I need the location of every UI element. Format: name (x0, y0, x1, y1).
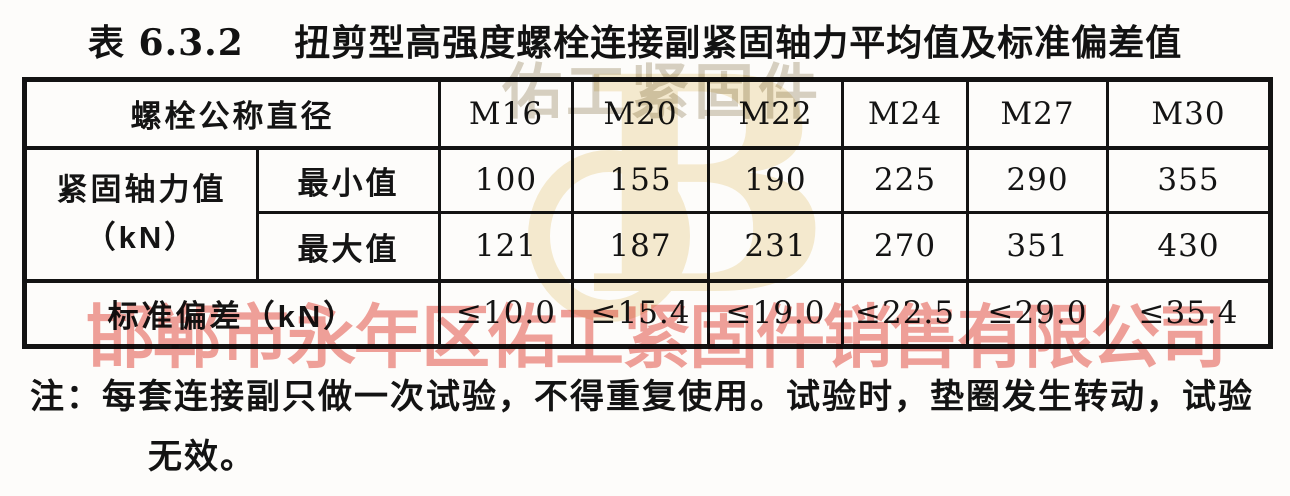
row-label-axial-force: 紧固轴力值 （kN） (23, 146, 259, 282)
cell-std-m22: ≤19.0 (707, 278, 844, 348)
cell-std-m27: ≤29.0 (966, 278, 1109, 348)
logo-watermark: B (528, 23, 832, 351)
row-label-max-value: 最大值 (256, 211, 441, 282)
cell-min-m30: 355 (1106, 146, 1272, 214)
col-header-m16: M16 (438, 78, 574, 150)
col-header-m30: M30 (1106, 78, 1272, 150)
note-line-2: 无效。 (148, 437, 256, 476)
cell-max-m27: 351 (966, 211, 1109, 282)
cell-std-m24: ≤22.5 (841, 278, 969, 348)
table-note: 注：每套连接副只做一次试验，不得重复使用。试验时，垫圈发生转动，试验 无效。 (30, 368, 1254, 488)
col-header-m22: M22 (707, 78, 844, 150)
cell-max-m22: 231 (707, 211, 844, 282)
row-label-min-value: 最小值 (256, 146, 441, 214)
table-title: 表 6.3.2 扭剪型高强度螺栓连接副紧固轴力平均值及标准偏差值 (88, 22, 1183, 64)
col-header-m27: M27 (966, 78, 1109, 150)
table-row-std-deviation: 标准偏差（kN） ≤10.0 ≤15.4 ≤19.0 ≤22.5 ≤29.0 ≤… (23, 278, 1272, 348)
col-header-m24: M24 (841, 78, 969, 150)
axial-force-label: 紧固轴力值 (56, 171, 227, 207)
logo-letter: B (580, 12, 832, 362)
cell-min-m27: 290 (966, 146, 1109, 214)
brand-watermark-text: 佑工紧固件 (502, 59, 822, 126)
cell-min-m24: 225 (841, 146, 969, 214)
col-header-m20: M20 (571, 78, 710, 150)
cell-std-m16: ≤10.0 (438, 278, 574, 348)
cell-max-m24: 270 (841, 211, 969, 282)
cell-max-m30: 430 (1106, 211, 1272, 282)
axial-force-unit: （kN） (84, 220, 199, 255)
cell-min-m22: 190 (707, 146, 844, 214)
note-line-1: 注：每套连接副只做一次试验，不得重复使用。试验时，垫圈发生转动，试验 (30, 378, 1254, 416)
company-watermark-text: 邯郸市永年区佑工紧固件销售有限公司 (86, 299, 1227, 376)
table-row-header: 螺栓公称直径 M16 M20 M22 M24 M27 M30 (23, 78, 1272, 150)
header-bolt-nominal-diameter: 螺栓公称直径 (23, 78, 441, 150)
cell-std-m30: ≤35.4 (1106, 278, 1272, 348)
row-label-std-deviation: 标准偏差（kN） (23, 278, 441, 348)
